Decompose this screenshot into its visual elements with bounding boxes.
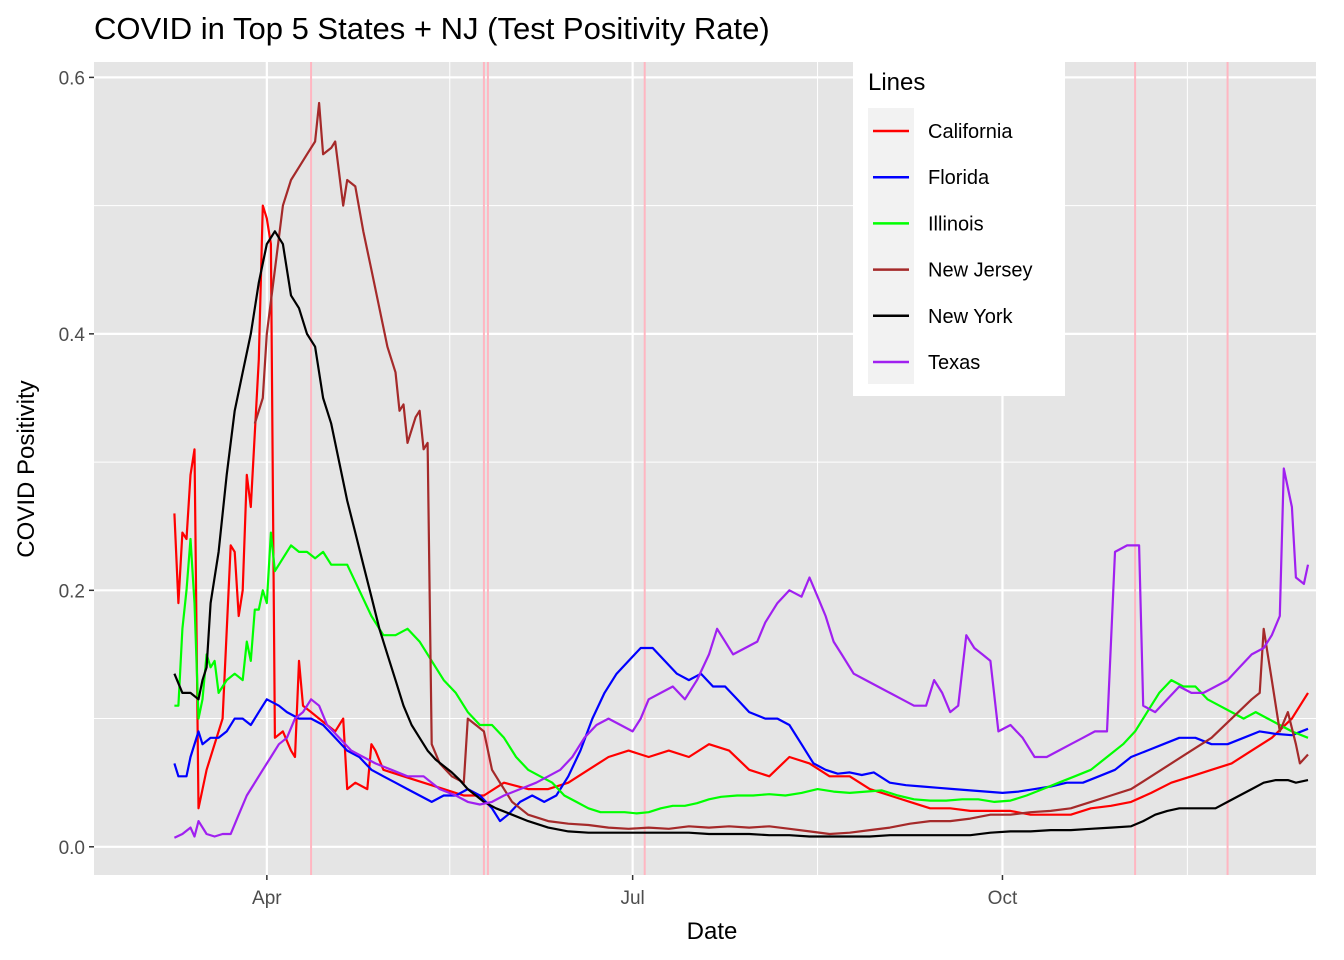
y-tick-label: 0.2 bbox=[59, 581, 85, 602]
y-axis: 0.0 0.2 0.4 0.6 bbox=[59, 68, 94, 859]
grid-lines bbox=[94, 62, 1316, 875]
y-axis-title: COVID Positivity bbox=[13, 380, 40, 557]
x-axis-title: Date bbox=[687, 918, 738, 945]
series-line-florida bbox=[173, 646, 1309, 823]
chart-title: COVID in Top 5 States + NJ (Test Positiv… bbox=[94, 11, 770, 46]
legend-label-illinois: Illinois bbox=[928, 213, 984, 235]
series-line-california bbox=[173, 204, 1309, 816]
x-tick-label: Apr bbox=[252, 888, 282, 909]
legend-label-california: California bbox=[928, 121, 1013, 143]
legend-label-florida: Florida bbox=[928, 167, 990, 189]
legend-label-texas: Texas bbox=[928, 352, 980, 374]
legend-title: Lines bbox=[868, 69, 925, 96]
series-line-texas bbox=[173, 467, 1310, 839]
y-tick-label: 0.4 bbox=[59, 325, 86, 346]
legend-items: California Florida Illinois New Jersey New Y… bbox=[873, 121, 1032, 374]
series-line-new-jersey bbox=[253, 101, 1309, 836]
plot-panel bbox=[94, 62, 1316, 875]
legend-label-new-jersey: New Jersey bbox=[928, 260, 1032, 282]
legend-label-new-york: New York bbox=[928, 306, 1013, 328]
x-axis: Apr Jul Oct bbox=[252, 875, 1018, 909]
y-tick-label: 0.6 bbox=[59, 68, 85, 89]
legend: Lines California Florida Illinois New Jerse… bbox=[853, 62, 1065, 396]
reference-lines bbox=[310, 62, 1229, 875]
series-line-new-york bbox=[173, 230, 1309, 838]
series-line-illinois bbox=[174, 531, 1309, 815]
series-lines bbox=[173, 101, 1310, 839]
legend-key-background bbox=[868, 108, 914, 384]
x-tick-label: Jul bbox=[620, 888, 644, 909]
x-tick-label: Oct bbox=[988, 888, 1018, 909]
y-tick-label: 0.0 bbox=[59, 838, 85, 859]
